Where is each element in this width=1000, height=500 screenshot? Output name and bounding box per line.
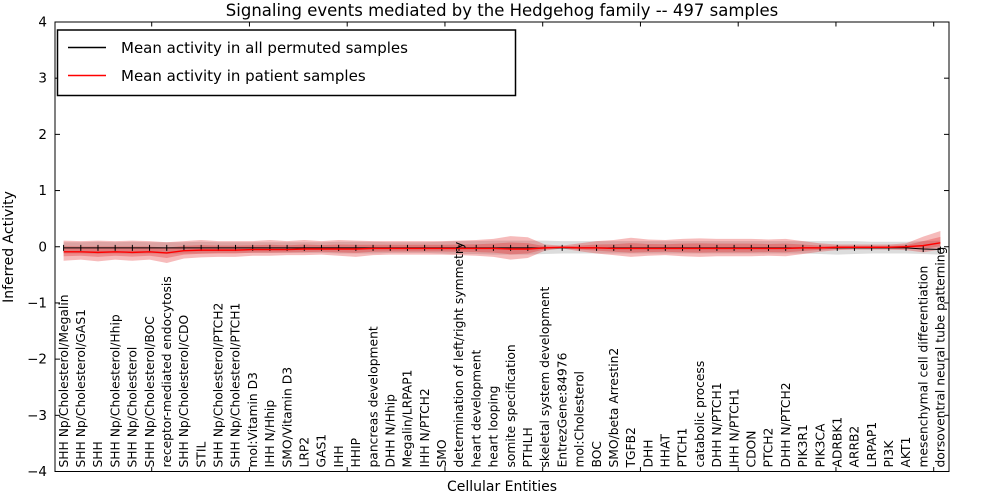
- x-category-label: GAS1: [315, 434, 329, 468]
- x-category-label: catabolic process: [693, 361, 707, 468]
- patient-mean-line: [63, 242, 941, 254]
- x-category-label: pancreas development: [366, 326, 380, 467]
- x-category-label: SHH Np/Cholesterol/BOC: [143, 316, 157, 467]
- x-category-label: DHH N/PTCH1: [710, 382, 724, 467]
- ticks-layer: 4 3 2 1 0 −1 −2 −3 −4: [27, 14, 949, 480]
- x-category-label: dorsoventral neural tube patterning: [934, 247, 948, 468]
- x-category-label: determination of left/right symmetry: [452, 242, 466, 468]
- x-category-label: IHH: [332, 445, 346, 467]
- x-category-label: SMO: [435, 439, 449, 467]
- x-category-label: mesenchymal cell differentiation: [916, 266, 930, 468]
- x-category-label: PI3K: [882, 440, 896, 468]
- x-category-label: SMO/beta Arrestin2: [607, 348, 621, 468]
- x-category-label: skeletal system development: [538, 287, 552, 468]
- x-category-label: IHH N/Hhip: [263, 400, 277, 468]
- x-category-label: ADRBK1: [830, 417, 844, 468]
- x-category-label: EntrezGene:84976: [555, 352, 569, 467]
- x-category-label: receptor-mediated endocytosis: [160, 276, 174, 467]
- bands-layer: [63, 231, 941, 264]
- x-category-label: IHH N/PTCH2: [418, 388, 432, 467]
- legend: Mean activity in all permuted samples Me…: [56, 29, 517, 97]
- x-category-label: IHH N/PTCH1: [727, 388, 741, 467]
- y-tick-label: 4: [38, 14, 47, 30]
- x-category-label: LRP2: [297, 437, 311, 468]
- x-category-label: PTHLH: [521, 427, 535, 467]
- x-category-label: PIK3CA: [813, 423, 827, 468]
- y-tick-label: 2: [38, 127, 47, 143]
- y-tick-label: −2: [27, 352, 47, 368]
- x-category-label: heart looping: [487, 386, 501, 468]
- x-category-label: ARRB2: [848, 426, 862, 468]
- x-category-label: mol:Vitamin D3: [246, 372, 260, 467]
- y-tick-label: −3: [27, 408, 47, 424]
- legend-box: [56, 29, 517, 97]
- x-category-label: AKT1: [899, 437, 913, 468]
- chart-title: Signaling events mediated by the Hedgeho…: [226, 1, 778, 20]
- x-category-label: PTCH1: [676, 428, 690, 468]
- lines-layer: [63, 242, 941, 254]
- x-category-label: DHH N/PTCH2: [779, 382, 793, 467]
- x-category-label: Megalin/LRPAP1: [401, 370, 415, 468]
- x-category-label: SHH: [91, 441, 105, 467]
- x-category-label: SHH Np/Cholesterol/PTCH1: [229, 303, 243, 468]
- x-category-labels: SHH Np/Cholesterol/Megalin SHH Np/Cholest…: [57, 242, 948, 469]
- x-category-label: STIL: [194, 442, 208, 468]
- x-category-label: SMO/Vitamin D3: [280, 367, 294, 468]
- y-tick-label: −1: [27, 295, 47, 311]
- y-tick-label: −4: [27, 464, 47, 480]
- x-category-label: SHH Np/Cholesterol/GAS1: [74, 309, 88, 467]
- x-category-label: HHAT: [659, 434, 673, 468]
- x-category-label: DHH: [641, 440, 655, 468]
- y-tick-label: 0: [38, 239, 47, 255]
- y-tick-label: 1: [38, 183, 47, 199]
- legend-label-patient: Mean activity in patient samples: [121, 67, 366, 85]
- y-tick-label: 3: [38, 71, 47, 87]
- x-category-label: BOC: [590, 441, 604, 468]
- y-axis-label: Inferred Activity: [1, 191, 17, 303]
- x-category-label: SHH Np/Cholesterol/PTCH2: [212, 303, 226, 468]
- x-category-label: PTCH2: [762, 428, 776, 468]
- x-category-label: DHH N/Hhip: [383, 394, 397, 468]
- x-category-label: SHH Np/Cholesterol/CDO: [177, 315, 191, 468]
- x-category-label: LRPAP1: [865, 422, 879, 468]
- legend-label-permuted: Mean activity in all permuted samples: [121, 39, 408, 57]
- x-category-label: HHIP: [349, 438, 363, 468]
- x-category-label: CDON: [744, 431, 758, 468]
- x-category-label: SHH Np/Cholesterol: [126, 347, 140, 468]
- x-category-label: SHH Np/Cholesterol/Hhip: [108, 314, 122, 467]
- x-category-label: TGFB2: [624, 427, 638, 468]
- x-axis-label: Cellular Entities: [447, 479, 557, 495]
- x-category-label: heart development: [469, 350, 483, 468]
- x-category-label: mol:Cholesterol: [573, 371, 587, 467]
- patient-band-outer: [63, 231, 941, 264]
- x-category-label: SHH Np/Cholesterol/Megalin: [57, 294, 71, 467]
- x-category-label: somite specification: [504, 344, 518, 467]
- x-category-label: PIK3R1: [796, 424, 810, 467]
